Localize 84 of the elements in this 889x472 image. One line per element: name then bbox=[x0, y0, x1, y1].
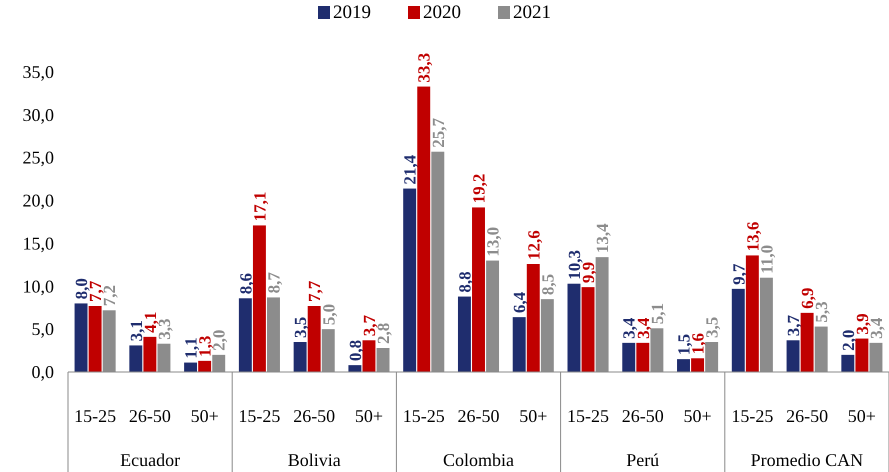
bar bbox=[746, 255, 759, 372]
bar bbox=[362, 340, 376, 372]
data-label: 5,0 bbox=[319, 304, 338, 326]
y-tick-label: 20,0 bbox=[22, 190, 54, 211]
bar bbox=[129, 345, 142, 372]
x-tick-label: 50+ bbox=[354, 406, 384, 426]
x-tick-label: 50+ bbox=[684, 406, 712, 426]
data-label: 12,6 bbox=[524, 230, 544, 260]
bar bbox=[308, 306, 321, 372]
bar bbox=[184, 362, 198, 372]
bar bbox=[348, 365, 362, 372]
y-tick-label: 5,0 bbox=[32, 319, 54, 340]
x-tick-label: 15-25 bbox=[238, 406, 280, 426]
bar bbox=[417, 86, 430, 372]
bar bbox=[472, 207, 485, 372]
bar bbox=[582, 287, 595, 372]
data-label: 13,4 bbox=[593, 222, 612, 254]
data-label: 2,0 bbox=[838, 330, 858, 351]
data-label: 17,1 bbox=[250, 192, 270, 222]
text: Promedio CAN bbox=[750, 450, 864, 470]
x-tick-label: 26-50 bbox=[293, 406, 336, 426]
x-tick-label: 26-50 bbox=[622, 406, 664, 426]
y-tick-label: 25,0 bbox=[22, 148, 54, 168]
data-label: 8,7 bbox=[264, 272, 284, 294]
legend-label: 2019 bbox=[333, 2, 371, 23]
data-label: 25,7 bbox=[428, 117, 448, 148]
data-label: 5,1 bbox=[648, 303, 667, 324]
data-label: 8,5 bbox=[538, 274, 558, 296]
bar bbox=[800, 312, 814, 372]
x-tick-label: 26-50 bbox=[458, 406, 500, 426]
bar bbox=[691, 358, 704, 372]
data-label: 3,5 bbox=[291, 316, 310, 338]
x-tick-label: 15-25 bbox=[731, 406, 774, 426]
bar bbox=[636, 342, 650, 372]
data-label: 19,2 bbox=[470, 174, 488, 204]
x-tick-label: 50+ bbox=[848, 406, 876, 426]
data-label: 8,6 bbox=[236, 273, 256, 294]
x-tick-label: 26-50 bbox=[786, 406, 828, 426]
x-tick-label: 15-25 bbox=[402, 406, 445, 426]
bar bbox=[622, 342, 636, 372]
y-tick-label: 30,0 bbox=[22, 104, 54, 125]
y-tick-label: 35,0 bbox=[22, 62, 54, 82]
bar bbox=[526, 264, 540, 372]
data-label: 13,0 bbox=[484, 226, 503, 257]
y-tick-label: 0,0 bbox=[32, 362, 54, 382]
bar bbox=[855, 338, 868, 372]
text: Colombia bbox=[443, 450, 514, 470]
data-label: 9,7 bbox=[729, 263, 748, 285]
bar bbox=[294, 342, 307, 372]
text: Perú bbox=[626, 450, 660, 470]
bar bbox=[252, 225, 266, 372]
bar bbox=[786, 340, 800, 372]
bar bbox=[74, 303, 88, 372]
data-label: 3,7 bbox=[784, 314, 804, 336]
data-label: 8,8 bbox=[455, 271, 474, 293]
bar bbox=[458, 296, 471, 372]
y-tick-label: 15,0 bbox=[22, 233, 54, 254]
legend-label: 2021 bbox=[513, 2, 551, 23]
bar bbox=[88, 306, 102, 372]
x-tick-label: 50+ bbox=[519, 406, 548, 426]
bar bbox=[143, 336, 156, 372]
bar bbox=[238, 298, 252, 372]
data-label: 7,7 bbox=[305, 280, 324, 302]
x-tick-label: 15-25 bbox=[74, 406, 116, 426]
x-tick-label: 50+ bbox=[190, 406, 219, 426]
x-tick-label: 15-25 bbox=[567, 406, 610, 426]
data-label: 3,5 bbox=[702, 316, 722, 338]
bar bbox=[512, 317, 526, 372]
bar bbox=[732, 288, 745, 372]
bar bbox=[198, 360, 212, 372]
bar bbox=[677, 359, 690, 372]
y-tick-label: 10,0 bbox=[22, 276, 54, 296]
data-label: 6,4 bbox=[510, 291, 530, 314]
bar bbox=[403, 188, 416, 372]
text: Ecuador bbox=[120, 450, 180, 470]
data-label: 0,8 bbox=[346, 340, 365, 362]
x-tick-label: 26-50 bbox=[128, 406, 171, 426]
text: Bolivia bbox=[288, 450, 341, 470]
bar bbox=[841, 354, 854, 372]
data-label: 33,3 bbox=[414, 52, 434, 83]
legend-label: 2020 bbox=[423, 2, 461, 23]
data-label: 21,4 bbox=[400, 154, 420, 185]
bar bbox=[568, 284, 580, 372]
data-label: 5,3 bbox=[812, 301, 832, 323]
